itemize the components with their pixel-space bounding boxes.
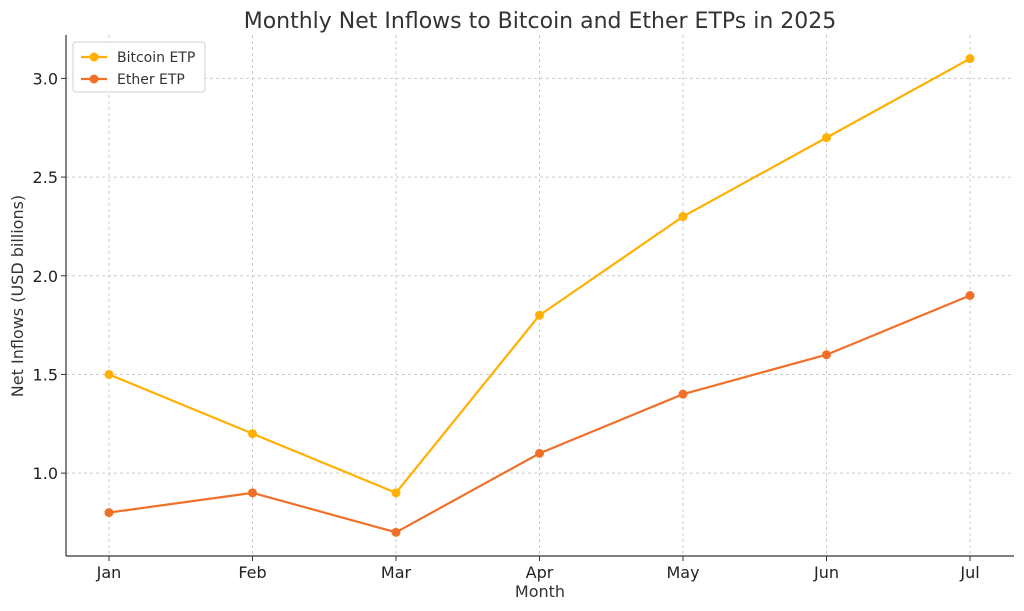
data-point xyxy=(391,488,401,498)
series-ether-etp xyxy=(104,291,975,537)
data-point xyxy=(104,369,114,379)
legend-label: Ether ETP xyxy=(117,72,185,88)
x-axis-label: Month xyxy=(515,582,565,601)
data-point xyxy=(248,429,257,439)
chart-title: Monthly Net Inflows to Bitcoin and Ether… xyxy=(244,9,837,34)
legend-marker xyxy=(89,52,99,62)
y-tick-label: 1.5 xyxy=(33,365,58,384)
y-tick-label: 3.0 xyxy=(33,69,58,88)
y-tick-label: 2.0 xyxy=(33,267,58,286)
x-tick-label: Apr xyxy=(526,563,554,582)
legend-marker xyxy=(89,74,99,84)
data-point xyxy=(965,291,975,300)
x-tick-label: Jun xyxy=(813,563,839,582)
legend-label: Bitcoin ETP xyxy=(117,50,195,66)
x-tick-label: Mar xyxy=(381,563,412,582)
tick-labels: Jan Feb Mar Apr May Jun Jul 1.0 1.5 2.0 2.5 3.0 xyxy=(33,69,980,582)
data-point xyxy=(535,310,544,320)
y-axis-label: Net Inflows (USD billions) xyxy=(8,195,27,397)
data-point xyxy=(248,488,257,498)
series-lines xyxy=(104,54,975,537)
data-point xyxy=(535,448,544,458)
data-point xyxy=(678,389,688,399)
x-tick-label: Feb xyxy=(238,563,266,582)
y-tick-label: 1.0 xyxy=(33,464,58,483)
x-tick-label: Jul xyxy=(959,563,979,582)
series-bitcoin-etp xyxy=(104,54,975,498)
data-point xyxy=(104,508,114,518)
data-point xyxy=(822,350,831,360)
x-tick-label: May xyxy=(666,563,699,582)
data-point xyxy=(965,54,975,64)
data-point xyxy=(822,133,831,143)
gridlines xyxy=(66,35,1014,556)
data-point xyxy=(678,212,688,222)
y-tick-label: 2.5 xyxy=(33,168,58,187)
legend: Bitcoin ETP Ether ETP xyxy=(72,41,206,93)
x-tick-label: Jan xyxy=(96,563,122,582)
data-point xyxy=(391,527,401,537)
